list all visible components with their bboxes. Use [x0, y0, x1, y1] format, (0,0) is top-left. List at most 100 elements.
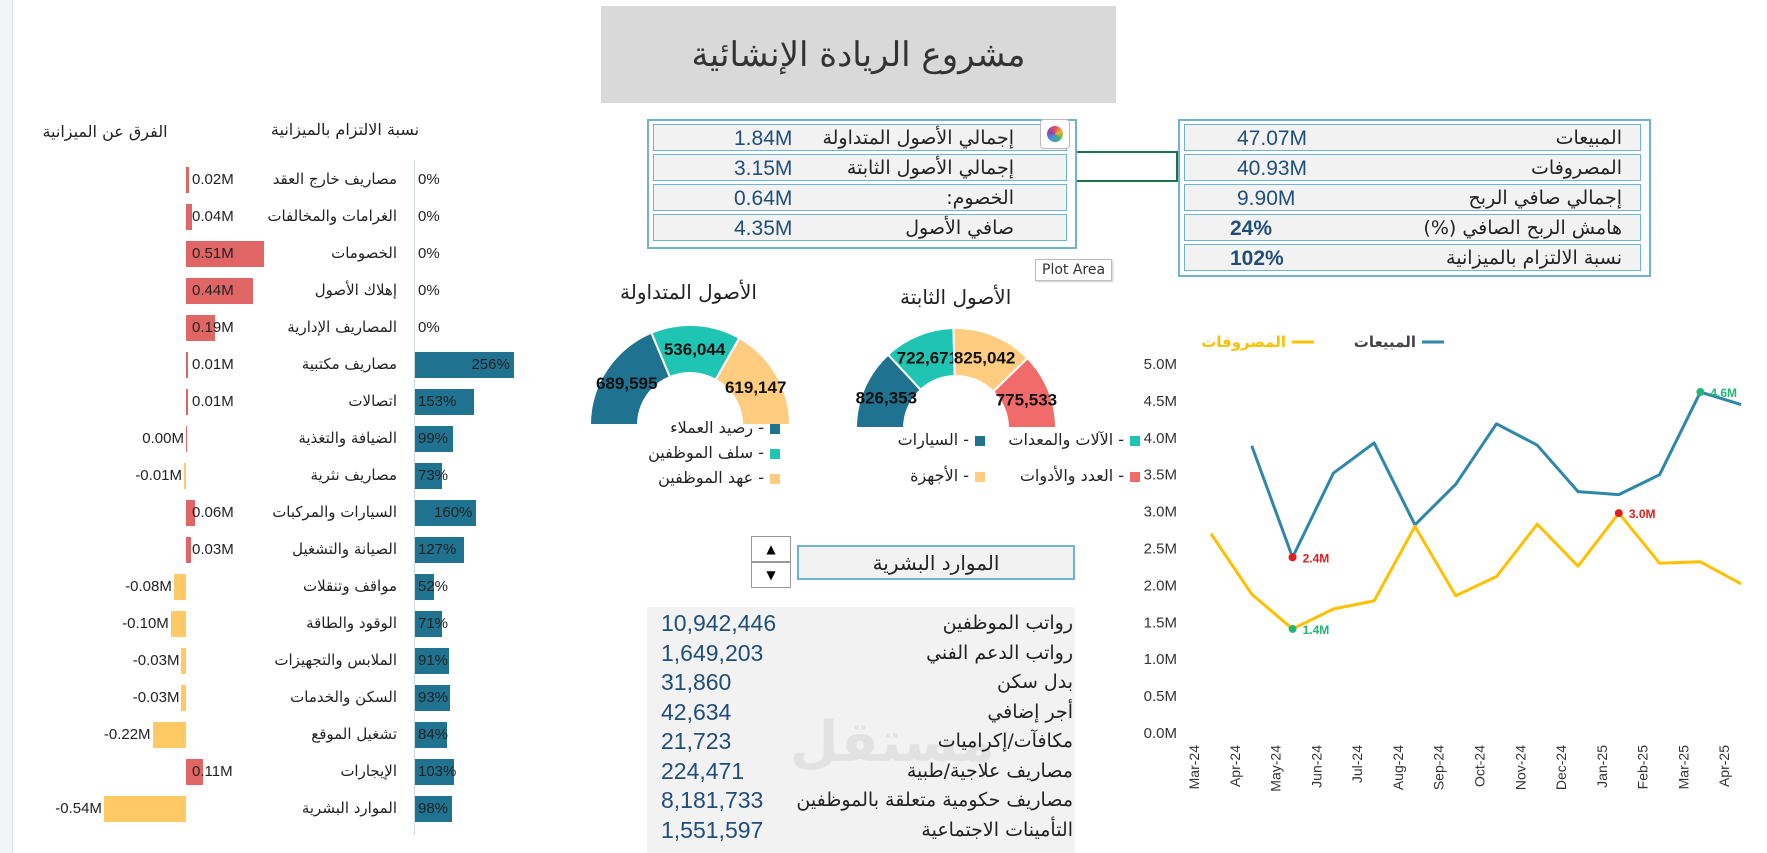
- hr-row: 31,860 بدل سكن: [647, 669, 1075, 699]
- budget-pct-value: 73%: [418, 467, 449, 484]
- budget-diff-bar: [186, 204, 193, 230]
- gauge-legend-item: - الآلات والمعدات: [990, 430, 1140, 449]
- budget-diff-bar: [186, 352, 188, 378]
- hr-value: 10,942,446: [661, 610, 777, 636]
- chart-data-label: 1.4M: [1303, 623, 1330, 637]
- hr-value: 1,649,203: [661, 639, 764, 666]
- kpi-row: هامش الربح الصافي (%) 24%: [1184, 214, 1641, 241]
- gauge-title: الأصول المتداولة: [620, 280, 757, 304]
- dashboard-title: مشروع الريادة الإنشائية: [601, 6, 1116, 103]
- sales-series-line[interactable]: [1250, 390, 1742, 559]
- gauge-chart[interactable]: 689,595 536,044 619,147: [588, 323, 792, 427]
- selected-cell[interactable]: [1075, 151, 1178, 182]
- gauge-segment[interactable]: [991, 356, 1058, 429]
- plot-area-tooltip: Plot Area: [1035, 259, 1113, 281]
- budget-category-label: المصاريف الإدارية: [287, 318, 397, 336]
- asset-kpi-label: إجمالي الأصول الثابتة: [846, 157, 1014, 179]
- budget-diff-value: 0.02M: [192, 171, 234, 188]
- budget-diff-bar: [186, 315, 215, 341]
- gauge-segment-label: 689,595: [596, 374, 657, 393]
- budget-category-label: مصاريف مكتبية: [301, 355, 397, 373]
- budget-diff-bar: [186, 500, 196, 526]
- asset-kpi-label: الخصوم:: [946, 187, 1014, 209]
- budget-pct-bar: [414, 537, 464, 563]
- legend-text: - العدد والأدوات: [1019, 466, 1124, 485]
- budget-diff-value: -0.03M: [132, 652, 180, 669]
- budget-pct-bar: [414, 500, 477, 526]
- budget-diff-bar: [186, 278, 253, 304]
- kpi-value: 102%: [1230, 247, 1284, 270]
- gauge-segment-label: 826,353: [856, 389, 917, 408]
- expenses-series-line[interactable]: [1209, 511, 1742, 631]
- kpi-row: المبيعات 47.07M: [1184, 124, 1641, 151]
- budget-pct-bar: [414, 759, 455, 785]
- budget-category-label: تشغيل الموقع: [311, 725, 397, 743]
- budget-pct-value: 0%: [418, 282, 440, 299]
- budget-category-label: مصاريف خارج العقد: [272, 170, 397, 188]
- legend-swatch: [1130, 471, 1140, 482]
- budget-pct-value: 153%: [418, 393, 457, 410]
- x-tick-label: Apr-24: [1227, 745, 1243, 787]
- asset-kpi-row: إجمالي الأصول الثابتة 3.15M: [653, 154, 1067, 181]
- hr-row: 21,723 مكافآت/إكراميات: [647, 728, 1075, 758]
- kpi-label: المصروفات: [1531, 157, 1622, 179]
- hr-label: التأمينات الاجتماعية: [921, 818, 1073, 841]
- spinner-down-button[interactable]: ▼: [751, 562, 791, 588]
- budget-pct-value: 71%: [418, 615, 449, 632]
- budget-diff-header: الفرق عن الميزانية: [42, 122, 168, 141]
- legend-swatch: [975, 435, 985, 446]
- hr-row: 8,181,733 مصاريف حكومية متعلقة بالموظفين: [647, 787, 1075, 817]
- budget-diff-bar: [181, 648, 186, 674]
- budget-diff-value: 0.01M: [192, 356, 234, 373]
- budget-diff-value: 0.01M: [192, 393, 234, 410]
- budget-diff-bar: [170, 611, 186, 637]
- budget-diff-bar: [152, 722, 186, 748]
- budget-category-label: الموارد البشرية: [301, 799, 397, 817]
- gauge-title: الأصول الثابتة: [900, 285, 1012, 309]
- sheet-left-margin: [0, 0, 13, 853]
- gauge-segment-label: 722,671: [897, 349, 958, 368]
- kpi-label: إجمالي صافي الربح: [1468, 187, 1622, 209]
- watermark-logo: مستقل: [790, 710, 995, 775]
- spinner-up-button[interactable]: ▲: [751, 536, 791, 562]
- legend-text: - عهد الموظفين: [658, 468, 764, 487]
- budget-category-label: الغرامات والمخالفات: [267, 207, 397, 225]
- legend-text: - الآلات والمعدات: [1008, 430, 1124, 449]
- budget-diff-value: -0.03M: [132, 689, 180, 706]
- gauge-legend-item: - رصيد العملاء: [640, 418, 780, 437]
- legend-text: - سلف الموظفين: [648, 443, 764, 462]
- hr-label: مصاريف علاجية/طبية: [906, 759, 1073, 782]
- hr-row: 1,551,597 التأمينات الاجتماعية: [647, 817, 1075, 847]
- budget-pct-value: 84%: [418, 726, 449, 743]
- copilot-icon[interactable]: [1040, 119, 1070, 149]
- budget-diff-value: 0.04M: [192, 208, 234, 225]
- legend-swatch: [1130, 435, 1140, 446]
- budget-category-label: مصاريف نثرية: [310, 466, 397, 484]
- budget-diff-bar: [186, 167, 190, 193]
- asset-kpi-value: 1.84M: [734, 127, 793, 150]
- hr-value: 1,551,597: [661, 816, 764, 843]
- budget-pct-value: 160%: [434, 504, 473, 521]
- hr-value: 8,181,733: [661, 787, 764, 813]
- budget-pct-value: 91%: [418, 652, 449, 669]
- legend-swatch: [770, 423, 780, 434]
- y-tick-label: 3.0M: [1144, 504, 1177, 521]
- x-tick-label: Dec-24: [1553, 745, 1569, 790]
- asset-kpi-row: صافي الأصول 4.35M: [653, 214, 1067, 241]
- budget-diff-value: -0.54M: [55, 800, 102, 817]
- y-tick-label: 0.0M: [1144, 725, 1177, 742]
- budget-pct-bar: [414, 389, 474, 415]
- gauge-legend-item: - السيارات: [835, 430, 985, 449]
- x-tick-label: Jul-24: [1349, 745, 1365, 783]
- sales-expenses-line-chart[interactable]: المبيعات المصروفات 5.0M 4.5M 4.0M 3.5M 3.0M 2.5…: [1125, 320, 1765, 810]
- x-tick-label: May-24: [1268, 745, 1284, 792]
- budget-pct-value: 256%: [471, 356, 510, 373]
- asset-kpi-value: 0.64M: [734, 187, 793, 210]
- gauge-legend-item: - الأجهزة: [835, 466, 985, 485]
- gauge-segment[interactable]: [714, 336, 792, 426]
- hr-section-title[interactable]: الموارد البشرية: [797, 545, 1075, 580]
- kpi-row: إجمالي صافي الربح 9.90M: [1184, 184, 1641, 211]
- hr-table: 10,942,446 رواتب الموظفين 1,649,203 رواتب ا…: [647, 607, 1075, 853]
- hr-label: أجر إضافي: [987, 700, 1073, 723]
